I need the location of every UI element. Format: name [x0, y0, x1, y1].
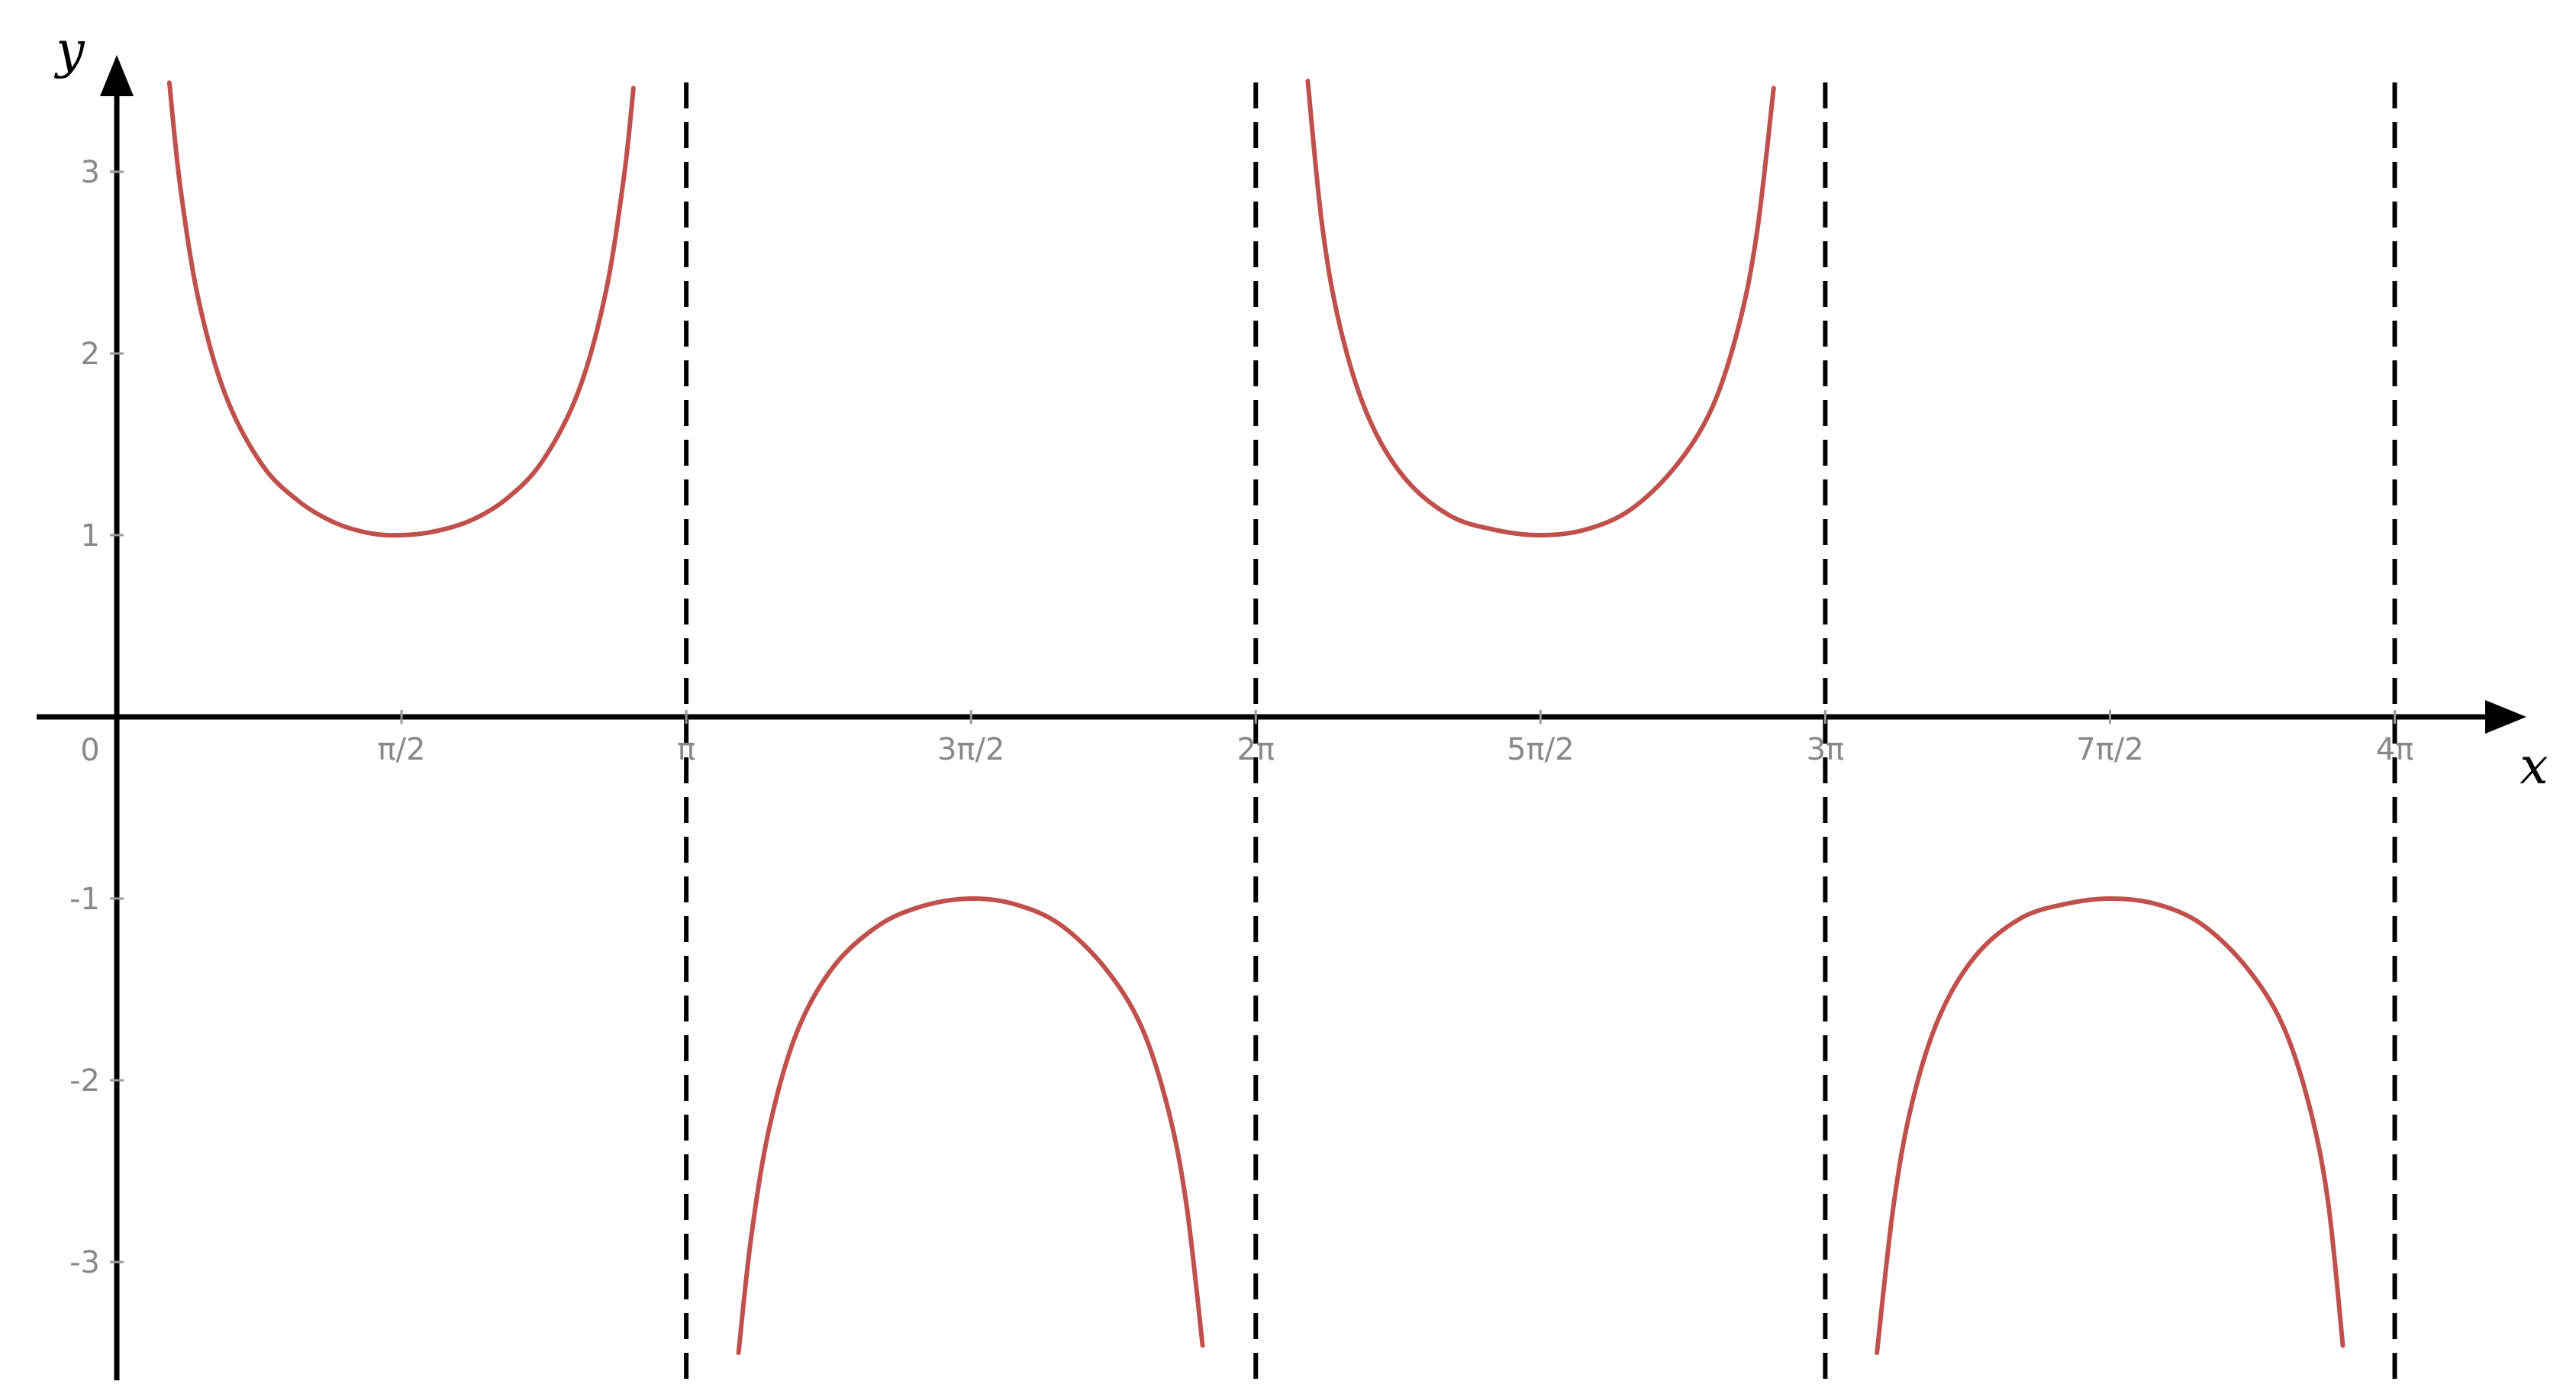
y-tick-label-3: 1	[81, 518, 100, 553]
asymptotes	[684, 82, 2397, 1380]
ticks: π/2 π 3π/2 2π 5π/2 3π 7π/2 4π 3 2 1 -1 -2 -3	[69, 155, 2413, 1280]
curve-branch-1	[166, 80, 636, 538]
x-tick-label-7: 7π/2	[2076, 732, 2143, 767]
curve-branch-3	[1305, 79, 1776, 538]
x-tick-label-3: 3π/2	[937, 732, 1004, 767]
y-tick-label-5: -2	[69, 1063, 100, 1099]
x-tick-label-1: π/2	[378, 732, 426, 767]
curve-branch-2	[736, 896, 1205, 1355]
origin-label: 0	[80, 733, 99, 768]
x-tick-label-2: π	[677, 732, 695, 767]
y-tick-label-2: 2	[81, 337, 100, 372]
curves	[166, 79, 2345, 1355]
x-tick-label-6: 3π	[1807, 732, 1845, 767]
curve-branch-4	[1875, 896, 2345, 1355]
y-tick-label-4: -1	[69, 882, 100, 917]
axes	[37, 55, 2526, 1380]
x-axis-arrowhead	[2485, 700, 2526, 734]
y-axis-label: y	[53, 21, 85, 79]
x-tick-label-4: 2π	[1236, 732, 1275, 767]
x-axis-label: x	[2520, 737, 2548, 796]
y-axis-arrowhead	[100, 55, 134, 96]
x-tick-label-8: 4π	[2376, 732, 2414, 767]
y-tick-label-1: 3	[81, 155, 100, 190]
x-tick-label-5: 5π/2	[1507, 732, 1574, 767]
y-tick-label-6: -3	[69, 1245, 100, 1280]
